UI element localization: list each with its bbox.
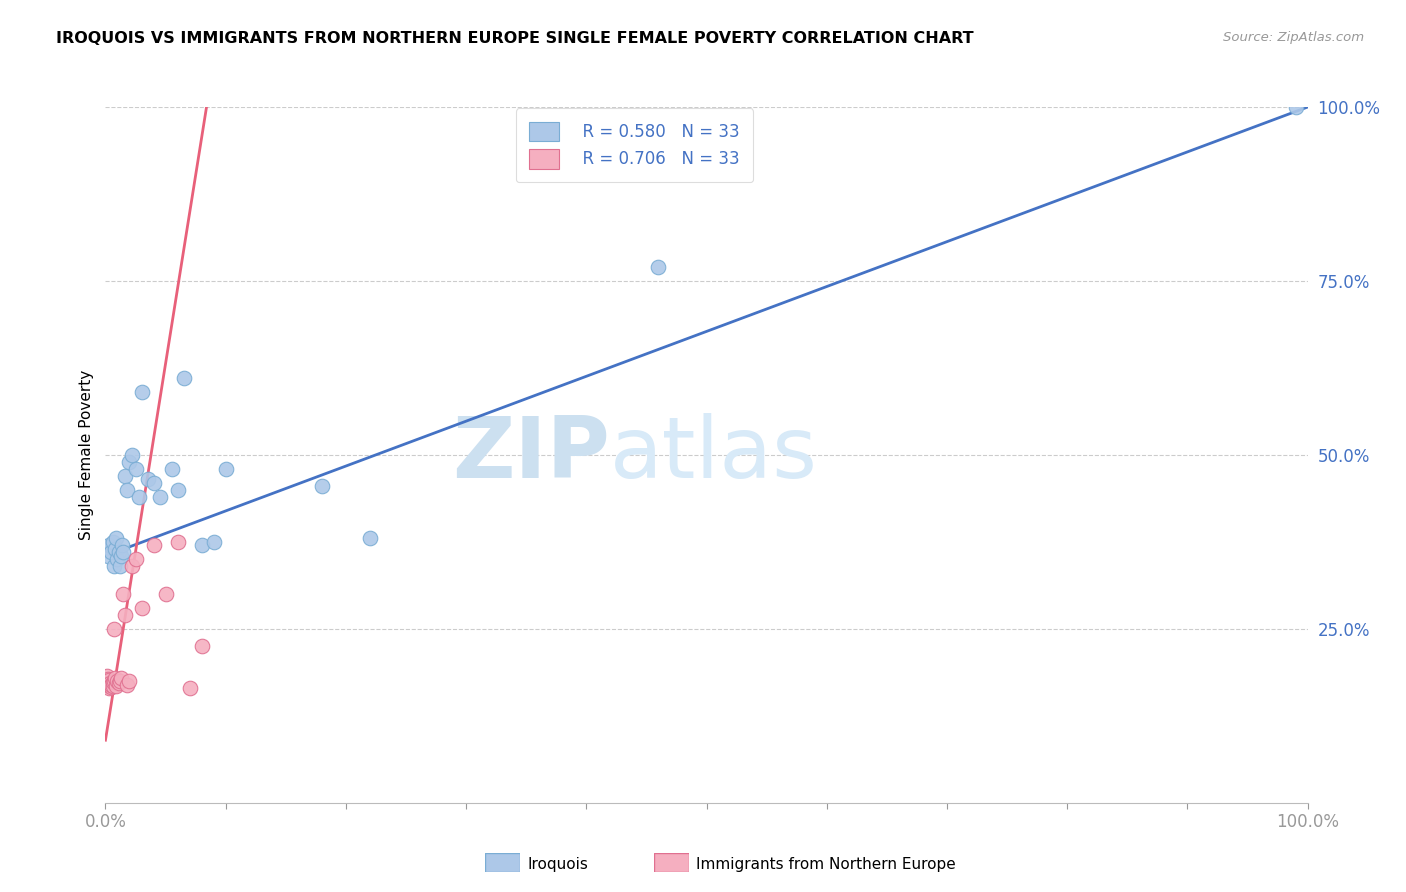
Point — [1284, 100, 1306, 114]
Point — [101, 535, 124, 549]
Point — [98, 679, 121, 693]
Point — [108, 559, 131, 574]
Point — [103, 622, 125, 636]
Point — [647, 260, 669, 274]
Point — [142, 538, 165, 552]
Point — [104, 541, 127, 556]
Point — [98, 681, 121, 695]
Point — [131, 385, 153, 400]
Point — [98, 673, 121, 688]
Text: atlas: atlas — [610, 413, 818, 497]
Point — [98, 676, 121, 690]
Point — [100, 677, 122, 691]
Point — [136, 472, 159, 486]
Text: ZIP: ZIP — [453, 413, 610, 497]
Legend:   R = 0.580   N = 33,   R = 0.706   N = 33: R = 0.580 N = 33, R = 0.706 N = 33 — [516, 109, 754, 182]
Point — [97, 549, 120, 563]
Point — [108, 674, 131, 689]
Point — [190, 538, 212, 552]
Point — [359, 532, 381, 546]
Point — [101, 679, 124, 693]
Point — [96, 674, 118, 689]
Point — [103, 674, 125, 689]
Point — [96, 669, 118, 683]
Point — [166, 483, 188, 497]
Text: Iroquois: Iroquois — [527, 857, 588, 871]
Point — [121, 448, 143, 462]
Point — [214, 462, 236, 476]
Point — [128, 490, 150, 504]
Point — [121, 559, 143, 574]
Point — [118, 455, 141, 469]
Point — [142, 475, 165, 490]
Text: Source: ZipAtlas.com: Source: ZipAtlas.com — [1223, 31, 1364, 45]
Point — [97, 676, 120, 690]
Point — [97, 672, 120, 686]
Point — [110, 549, 132, 563]
Point — [105, 532, 128, 546]
Point — [111, 538, 134, 552]
Point — [107, 545, 129, 559]
Point — [98, 677, 121, 691]
Point — [104, 671, 127, 685]
Point — [311, 479, 333, 493]
Point — [115, 483, 138, 497]
Point — [98, 538, 121, 552]
Point — [202, 535, 225, 549]
Point — [114, 607, 136, 622]
Point — [118, 674, 141, 689]
Y-axis label: Single Female Poverty: Single Female Poverty — [79, 370, 94, 540]
Point — [107, 552, 129, 566]
Point — [114, 468, 136, 483]
Point — [155, 587, 177, 601]
Point — [110, 671, 132, 685]
Point — [101, 674, 124, 689]
Point — [112, 587, 135, 601]
Point — [107, 674, 129, 689]
Point — [103, 559, 125, 574]
Point — [100, 545, 122, 559]
Point — [166, 535, 188, 549]
Point — [115, 677, 138, 691]
Point — [107, 676, 129, 690]
Text: IROQUOIS VS IMMIGRANTS FROM NORTHERN EUROPE SINGLE FEMALE POVERTY CORRELATION CH: IROQUOIS VS IMMIGRANTS FROM NORTHERN EUR… — [56, 31, 974, 46]
Point — [105, 679, 128, 693]
Point — [160, 462, 183, 476]
Text: Immigrants from Northern Europe: Immigrants from Northern Europe — [696, 857, 956, 871]
Point — [124, 462, 146, 476]
Point — [179, 681, 201, 695]
Point — [173, 371, 195, 385]
Point — [131, 601, 153, 615]
Point — [124, 552, 146, 566]
Point — [190, 639, 212, 653]
Point — [148, 490, 170, 504]
Point — [100, 681, 122, 695]
Point — [112, 545, 135, 559]
